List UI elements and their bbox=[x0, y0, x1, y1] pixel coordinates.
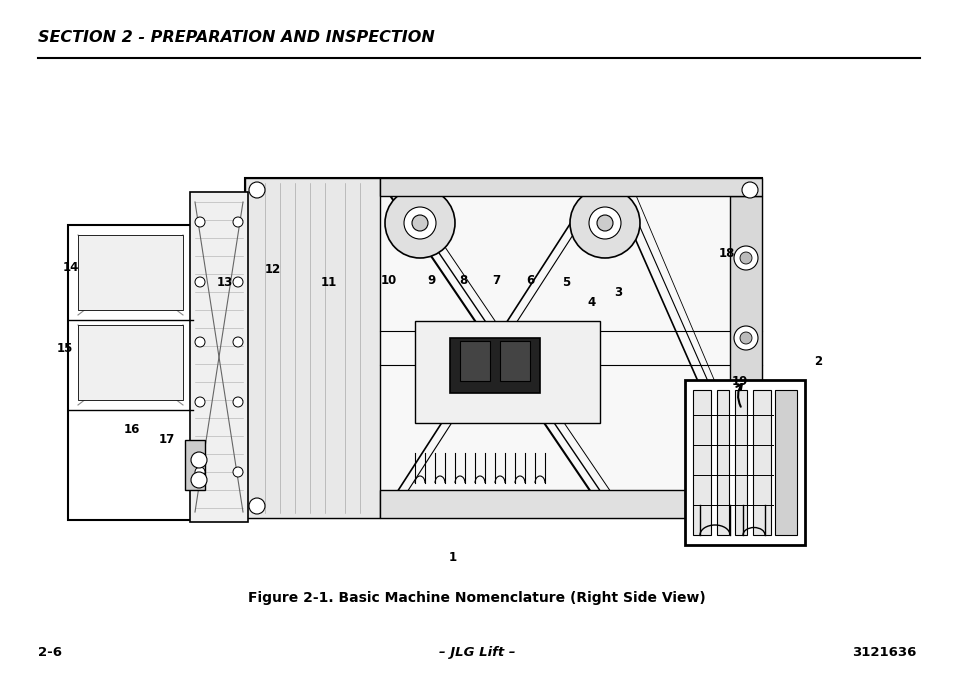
Circle shape bbox=[233, 467, 243, 477]
Circle shape bbox=[233, 277, 243, 287]
Circle shape bbox=[194, 277, 205, 287]
Text: 9: 9 bbox=[427, 274, 435, 287]
Bar bbox=[185, 440, 205, 490]
Circle shape bbox=[194, 397, 205, 407]
Circle shape bbox=[733, 246, 758, 270]
Bar bbox=[415, 321, 599, 422]
Circle shape bbox=[249, 498, 265, 514]
Bar bbox=[692, 390, 710, 535]
Circle shape bbox=[740, 332, 751, 344]
Circle shape bbox=[597, 215, 613, 231]
Text: – JLG Lift –: – JLG Lift – bbox=[438, 646, 515, 659]
Text: 16: 16 bbox=[123, 422, 140, 436]
Circle shape bbox=[249, 182, 265, 198]
Text: 3121636: 3121636 bbox=[851, 646, 915, 659]
Circle shape bbox=[412, 215, 428, 231]
Bar bbox=[774, 390, 796, 535]
Bar bbox=[717, 390, 728, 535]
Bar bbox=[379, 178, 761, 196]
Circle shape bbox=[569, 188, 639, 258]
Circle shape bbox=[741, 182, 758, 198]
Text: 7: 7 bbox=[492, 274, 499, 287]
Circle shape bbox=[233, 217, 243, 227]
Text: 18: 18 bbox=[718, 247, 735, 260]
Bar bbox=[734, 390, 746, 535]
Circle shape bbox=[191, 452, 207, 468]
Circle shape bbox=[194, 467, 205, 477]
Circle shape bbox=[740, 252, 751, 264]
Text: 2-6: 2-6 bbox=[38, 646, 62, 659]
Circle shape bbox=[191, 472, 207, 488]
Text: 11: 11 bbox=[320, 276, 337, 289]
Text: 14: 14 bbox=[62, 260, 79, 274]
Text: 17: 17 bbox=[158, 433, 175, 446]
Text: 19: 19 bbox=[731, 375, 748, 389]
Bar bbox=[78, 235, 183, 310]
Text: Figure 2-1. Basic Machine Nomenclature (Right Side View): Figure 2-1. Basic Machine Nomenclature (… bbox=[248, 592, 705, 605]
Text: 12: 12 bbox=[264, 262, 281, 276]
Bar bbox=[752, 390, 770, 535]
Circle shape bbox=[385, 188, 455, 258]
Text: 5: 5 bbox=[562, 276, 570, 289]
Bar bbox=[729, 196, 761, 490]
Bar bbox=[450, 338, 539, 393]
Bar bbox=[78, 325, 183, 400]
Circle shape bbox=[233, 337, 243, 347]
Bar bbox=[190, 192, 248, 522]
Bar bbox=[245, 178, 379, 518]
Bar bbox=[459, 341, 490, 381]
Text: 8: 8 bbox=[459, 274, 467, 287]
Circle shape bbox=[741, 498, 758, 514]
Circle shape bbox=[733, 326, 758, 350]
Circle shape bbox=[194, 217, 205, 227]
Circle shape bbox=[403, 207, 436, 239]
Text: 2: 2 bbox=[814, 355, 821, 368]
Text: 6: 6 bbox=[526, 274, 534, 287]
Bar bbox=[684, 380, 804, 545]
Text: 3: 3 bbox=[614, 285, 621, 299]
Text: 1: 1 bbox=[449, 551, 456, 564]
Circle shape bbox=[733, 406, 758, 430]
Circle shape bbox=[740, 412, 751, 424]
Text: 15: 15 bbox=[56, 341, 73, 355]
Circle shape bbox=[194, 337, 205, 347]
Text: SECTION 2 - PREPARATION AND INSPECTION: SECTION 2 - PREPARATION AND INSPECTION bbox=[38, 30, 435, 45]
Bar bbox=[379, 490, 761, 518]
Circle shape bbox=[233, 397, 243, 407]
Text: 4: 4 bbox=[587, 295, 595, 309]
Text: 13: 13 bbox=[216, 276, 233, 289]
Bar bbox=[499, 341, 530, 381]
Circle shape bbox=[588, 207, 620, 239]
Text: 10: 10 bbox=[380, 274, 397, 287]
Bar bbox=[68, 225, 193, 520]
Bar bbox=[245, 178, 761, 518]
